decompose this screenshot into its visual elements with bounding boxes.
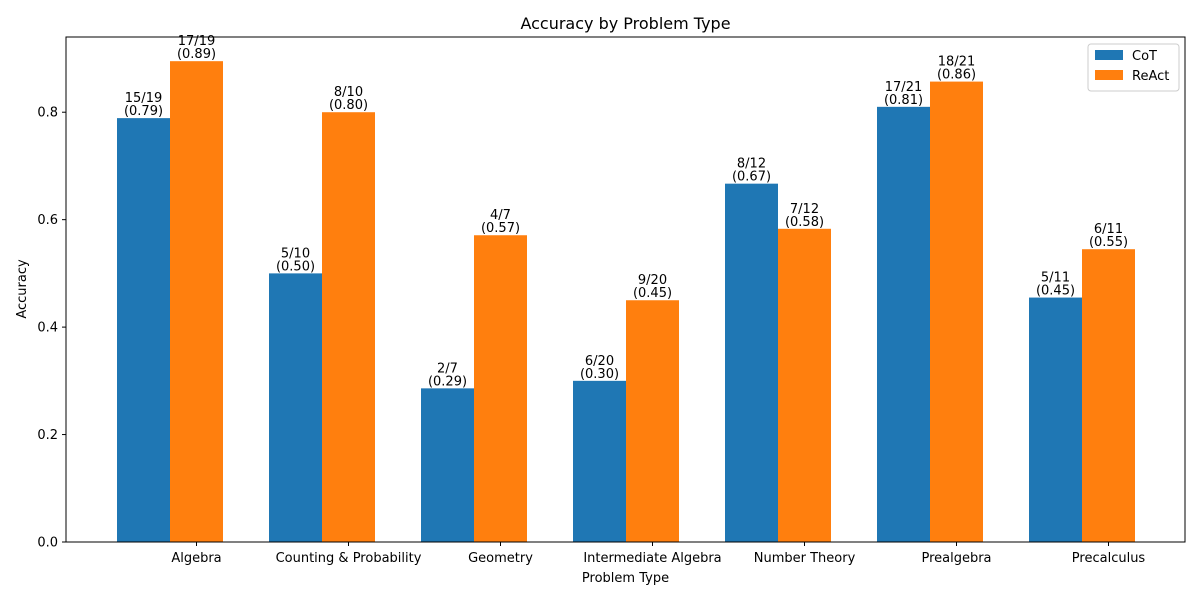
bar-cot-3 <box>573 380 626 542</box>
data-label-value: (0.29) <box>428 374 467 389</box>
legend-swatch-cot <box>1095 50 1123 60</box>
y-tick-label: 0.2 <box>37 428 58 443</box>
legend-label-react: ReAct <box>1132 69 1169 84</box>
data-label-value: (0.55) <box>1089 235 1128 250</box>
y-tick-label: 0.6 <box>37 213 58 228</box>
x-axis-label: Problem Type <box>582 571 669 586</box>
data-label-fraction: 15/19 <box>125 91 162 106</box>
bar-react-1 <box>322 112 375 542</box>
x-tick-label: Number Theory <box>754 551 856 566</box>
data-label-fraction: 17/21 <box>885 80 922 95</box>
bar-react-4 <box>778 228 831 543</box>
plot-frame <box>65 36 1186 543</box>
data-label-fraction: 8/10 <box>334 85 363 100</box>
data-label-fraction: 18/21 <box>938 55 975 70</box>
data-label-fraction: 6/11 <box>1094 222 1123 237</box>
x-tick-label: Geometry <box>468 551 533 566</box>
data-label-value: (0.80) <box>329 98 368 113</box>
data-label-value: (0.45) <box>633 286 672 301</box>
data-label-fraction: 5/10 <box>281 246 310 261</box>
data-label-value: (0.57) <box>481 221 520 236</box>
data-label-fraction: 2/7 <box>437 361 458 376</box>
y-axis-label: Accuracy <box>15 259 30 319</box>
bar-react-0 <box>170 61 223 542</box>
data-label-fraction: 5/11 <box>1041 271 1070 286</box>
data-label-fraction: 6/20 <box>585 354 614 369</box>
data-label-value: (0.45) <box>1036 284 1075 299</box>
bar-cot-1 <box>269 273 322 542</box>
bar-react-6 <box>1082 249 1135 542</box>
data-label-fraction: 17/19 <box>178 34 215 49</box>
data-label-fraction: 8/12 <box>737 157 766 172</box>
y-tick-label: 0.8 <box>37 106 58 121</box>
data-label-value: (0.86) <box>937 68 976 83</box>
data-label-fraction: 9/20 <box>638 273 667 288</box>
data-label-fraction: 4/7 <box>490 208 511 223</box>
chart-title: Accuracy by Problem Type <box>520 14 730 33</box>
data-label-value: (0.67) <box>732 170 771 185</box>
data-label-value: (0.58) <box>785 215 824 230</box>
bar-cot-0 <box>117 118 170 542</box>
x-tick-label: Prealgebra <box>921 551 991 566</box>
data-label-value: (0.89) <box>177 47 216 62</box>
data-label-value: (0.30) <box>580 367 619 382</box>
x-tick-label: Counting & Probability <box>276 551 422 566</box>
bar-react-3 <box>626 300 679 542</box>
bar-cot-6 <box>1029 297 1082 542</box>
plot-area: 15/19(0.79) 5/10(0.50) 2/7(0.29) 6/20(0.30)… <box>37 34 1186 566</box>
data-label-value: (0.50) <box>276 259 315 274</box>
bar-cot-5 <box>877 106 930 542</box>
bar-react-2 <box>474 235 527 542</box>
x-tick-label: Algebra <box>171 551 221 566</box>
data-label-value: (0.81) <box>884 93 923 108</box>
bar-react-5 <box>930 81 983 542</box>
data-label-fraction: 7/12 <box>790 202 819 217</box>
legend-swatch-react <box>1095 70 1123 80</box>
data-label-value: (0.79) <box>124 104 163 119</box>
legend: CoT ReAct <box>1087 43 1180 92</box>
x-tick-label: Precalculus <box>1072 551 1146 566</box>
y-tick-label: 0.0 <box>37 536 58 551</box>
bar-cot-2 <box>421 388 474 542</box>
bar-cot-4 <box>725 183 778 542</box>
y-tick-label: 0.4 <box>37 321 58 336</box>
x-tick-label: Intermediate Algebra <box>583 551 721 566</box>
legend-label-cot: CoT <box>1132 49 1157 64</box>
